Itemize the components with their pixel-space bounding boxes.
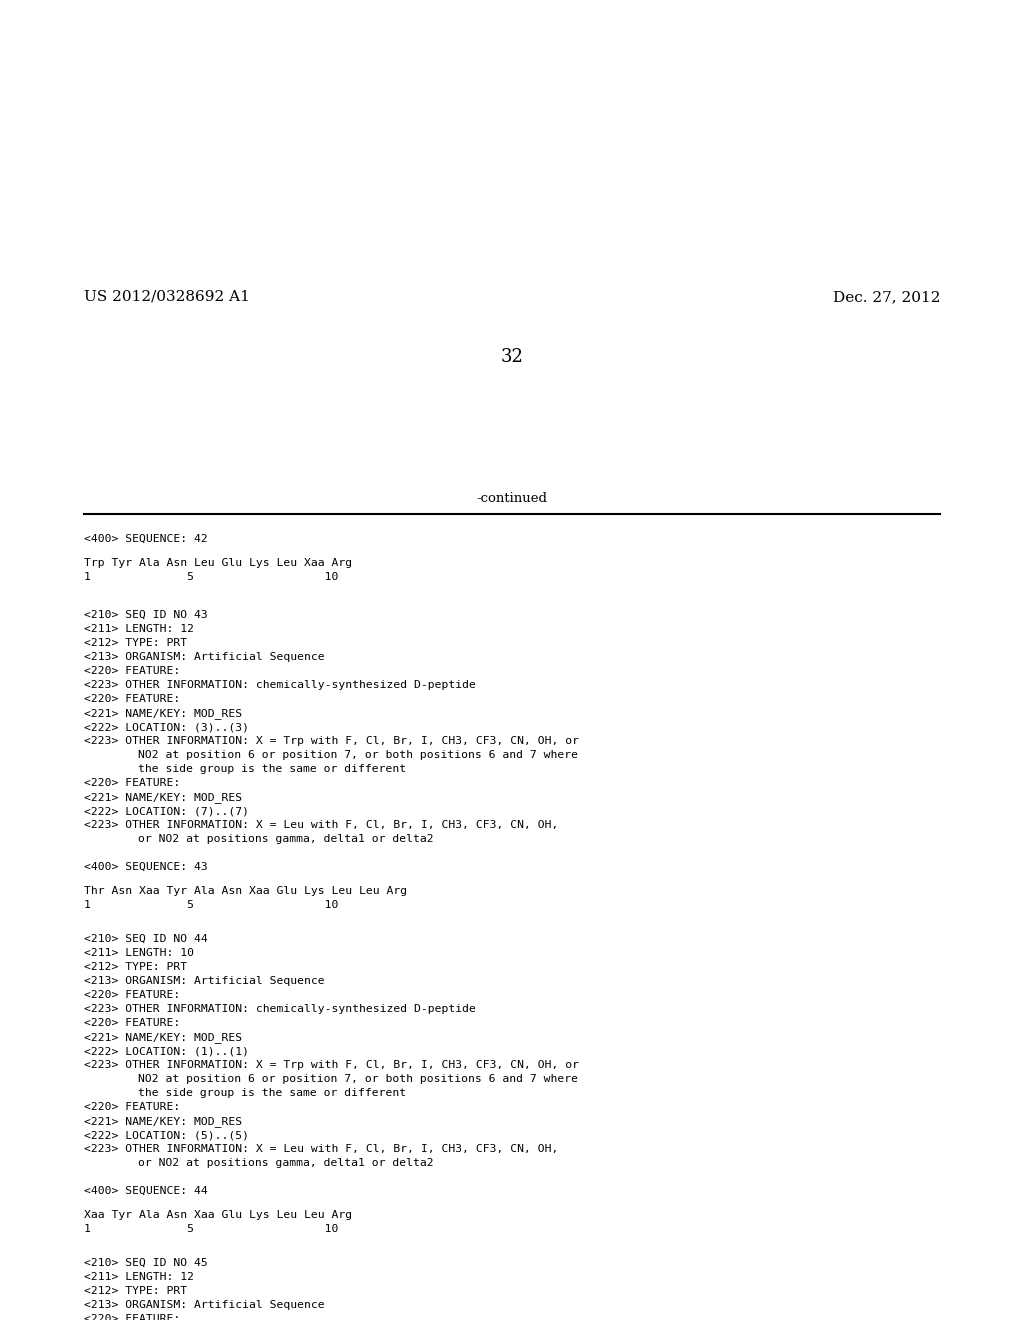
Text: NO2 at position 6 or position 7, or both positions 6 and 7 where: NO2 at position 6 or position 7, or both… bbox=[138, 1074, 579, 1084]
Text: <210> SEQ ID NO 43: <210> SEQ ID NO 43 bbox=[84, 610, 208, 620]
Text: <221> NAME/KEY: MOD_RES: <221> NAME/KEY: MOD_RES bbox=[84, 708, 242, 719]
Text: 1              5                   10: 1 5 10 bbox=[84, 1224, 338, 1234]
Text: <222> LOCATION: (5)..(5): <222> LOCATION: (5)..(5) bbox=[84, 1130, 249, 1140]
Text: <223> OTHER INFORMATION: chemically-synthesized D-peptide: <223> OTHER INFORMATION: chemically-synt… bbox=[84, 680, 476, 690]
Text: the side group is the same or different: the side group is the same or different bbox=[138, 764, 407, 774]
Text: <223> OTHER INFORMATION: chemically-synthesized D-peptide: <223> OTHER INFORMATION: chemically-synt… bbox=[84, 1005, 476, 1014]
Text: US 2012/0328692 A1: US 2012/0328692 A1 bbox=[84, 290, 250, 304]
Text: <220> FEATURE:: <220> FEATURE: bbox=[84, 1018, 180, 1028]
Text: 32: 32 bbox=[501, 348, 523, 366]
Text: <223> OTHER INFORMATION: X = Leu with F, Cl, Br, I, CH3, CF3, CN, OH,: <223> OTHER INFORMATION: X = Leu with F,… bbox=[84, 1144, 558, 1154]
Text: <221> NAME/KEY: MOD_RES: <221> NAME/KEY: MOD_RES bbox=[84, 1115, 242, 1127]
Text: <211> LENGTH: 12: <211> LENGTH: 12 bbox=[84, 624, 194, 634]
Text: <212> TYPE: PRT: <212> TYPE: PRT bbox=[84, 1286, 187, 1296]
Text: <210> SEQ ID NO 45: <210> SEQ ID NO 45 bbox=[84, 1258, 208, 1269]
Text: <400> SEQUENCE: 43: <400> SEQUENCE: 43 bbox=[84, 862, 208, 873]
Text: <222> LOCATION: (7)..(7): <222> LOCATION: (7)..(7) bbox=[84, 807, 249, 816]
Text: <221> NAME/KEY: MOD_RES: <221> NAME/KEY: MOD_RES bbox=[84, 1032, 242, 1043]
Text: <400> SEQUENCE: 44: <400> SEQUENCE: 44 bbox=[84, 1185, 208, 1196]
Text: Xaa Tyr Ala Asn Xaa Glu Lys Leu Leu Arg: Xaa Tyr Ala Asn Xaa Glu Lys Leu Leu Arg bbox=[84, 1210, 352, 1220]
Text: <212> TYPE: PRT: <212> TYPE: PRT bbox=[84, 962, 187, 972]
Text: or NO2 at positions gamma, delta1 or delta2: or NO2 at positions gamma, delta1 or del… bbox=[138, 1158, 434, 1168]
Text: <213> ORGANISM: Artificial Sequence: <213> ORGANISM: Artificial Sequence bbox=[84, 975, 325, 986]
Text: 1              5                   10: 1 5 10 bbox=[84, 900, 338, 909]
Text: <220> FEATURE:: <220> FEATURE: bbox=[84, 667, 180, 676]
Text: NO2 at position 6 or position 7, or both positions 6 and 7 where: NO2 at position 6 or position 7, or both… bbox=[138, 750, 579, 760]
Text: Thr Asn Xaa Tyr Ala Asn Xaa Glu Lys Leu Leu Arg: Thr Asn Xaa Tyr Ala Asn Xaa Glu Lys Leu … bbox=[84, 886, 408, 896]
Text: <400> SEQUENCE: 42: <400> SEQUENCE: 42 bbox=[84, 535, 208, 544]
Text: <212> TYPE: PRT: <212> TYPE: PRT bbox=[84, 638, 187, 648]
Text: <220> FEATURE:: <220> FEATURE: bbox=[84, 694, 180, 704]
Text: <223> OTHER INFORMATION: X = Trp with F, Cl, Br, I, CH3, CF3, CN, OH, or: <223> OTHER INFORMATION: X = Trp with F,… bbox=[84, 1060, 579, 1071]
Text: <223> OTHER INFORMATION: X = Leu with F, Cl, Br, I, CH3, CF3, CN, OH,: <223> OTHER INFORMATION: X = Leu with F,… bbox=[84, 820, 558, 830]
Text: the side group is the same or different: the side group is the same or different bbox=[138, 1088, 407, 1098]
Text: <222> LOCATION: (3)..(3): <222> LOCATION: (3)..(3) bbox=[84, 722, 249, 733]
Text: -continued: -continued bbox=[476, 492, 548, 506]
Text: <213> ORGANISM: Artificial Sequence: <213> ORGANISM: Artificial Sequence bbox=[84, 652, 325, 663]
Text: or NO2 at positions gamma, delta1 or delta2: or NO2 at positions gamma, delta1 or del… bbox=[138, 834, 434, 843]
Text: <221> NAME/KEY: MOD_RES: <221> NAME/KEY: MOD_RES bbox=[84, 792, 242, 803]
Text: <211> LENGTH: 12: <211> LENGTH: 12 bbox=[84, 1272, 194, 1282]
Text: <220> FEATURE:: <220> FEATURE: bbox=[84, 1102, 180, 1111]
Text: <223> OTHER INFORMATION: X = Trp with F, Cl, Br, I, CH3, CF3, CN, OH, or: <223> OTHER INFORMATION: X = Trp with F,… bbox=[84, 737, 579, 746]
Text: <210> SEQ ID NO 44: <210> SEQ ID NO 44 bbox=[84, 935, 208, 944]
Text: 1              5                   10: 1 5 10 bbox=[84, 572, 338, 582]
Text: <220> FEATURE:: <220> FEATURE: bbox=[84, 777, 180, 788]
Text: <222> LOCATION: (1)..(1): <222> LOCATION: (1)..(1) bbox=[84, 1045, 249, 1056]
Text: <213> ORGANISM: Artificial Sequence: <213> ORGANISM: Artificial Sequence bbox=[84, 1300, 325, 1309]
Text: Dec. 27, 2012: Dec. 27, 2012 bbox=[833, 290, 940, 304]
Text: <211> LENGTH: 10: <211> LENGTH: 10 bbox=[84, 948, 194, 958]
Text: Trp Tyr Ala Asn Leu Glu Lys Leu Xaa Arg: Trp Tyr Ala Asn Leu Glu Lys Leu Xaa Arg bbox=[84, 558, 352, 568]
Text: <220> FEATURE:: <220> FEATURE: bbox=[84, 1313, 180, 1320]
Text: <220> FEATURE:: <220> FEATURE: bbox=[84, 990, 180, 1001]
